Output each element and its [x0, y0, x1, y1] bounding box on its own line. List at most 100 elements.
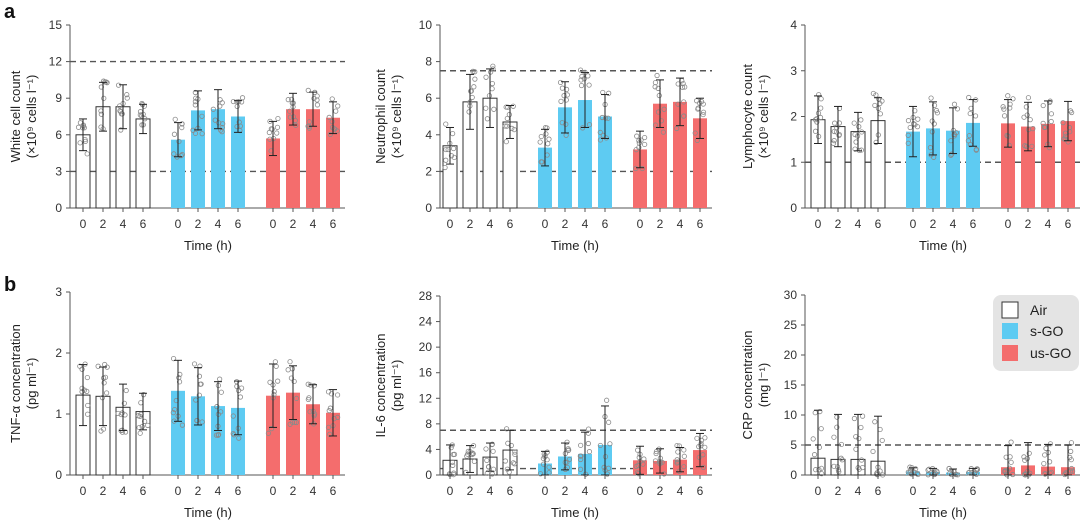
x-tick-label: 2	[835, 217, 842, 231]
data-point	[559, 85, 565, 91]
legend-swatch-s-go	[1002, 323, 1018, 339]
data-point	[293, 395, 300, 401]
bar-s-go-2h	[191, 396, 205, 475]
data-point	[179, 151, 185, 158]
x-tick-label: 4	[120, 484, 127, 498]
data-point	[578, 453, 584, 459]
data-point	[100, 426, 107, 432]
data-point	[198, 381, 204, 387]
data-point	[238, 385, 245, 391]
data-point	[140, 392, 147, 398]
data-point	[583, 471, 589, 477]
bar-us-go-4h	[306, 109, 320, 208]
data-point	[561, 93, 567, 99]
data-point	[633, 463, 639, 470]
x-tick-label: 6	[602, 217, 609, 231]
data-point	[676, 468, 682, 474]
x-tick-label: 2	[467, 484, 474, 498]
data-point	[660, 129, 666, 135]
data-point	[834, 424, 840, 430]
data-point	[98, 111, 104, 117]
data-point	[285, 97, 291, 103]
bar-us-go-6h	[326, 117, 340, 208]
data-point	[217, 376, 223, 382]
data-point	[328, 391, 335, 397]
data-point	[119, 410, 125, 416]
data-point	[1027, 117, 1033, 123]
data-point	[836, 132, 842, 138]
data-point	[510, 460, 516, 466]
data-point	[1022, 143, 1028, 149]
legend-label-air: Air	[1030, 302, 1047, 318]
data-point	[230, 431, 236, 437]
data-point	[831, 128, 837, 135]
data-point	[194, 417, 200, 424]
x-tick-label: 6	[697, 484, 704, 498]
x-tick-label: 0	[80, 217, 87, 231]
data-point	[504, 115, 510, 122]
x-tick-label: 6	[330, 217, 337, 231]
y-tick-label: 24	[419, 315, 433, 329]
data-point	[652, 84, 658, 90]
data-point	[472, 76, 478, 82]
data-point	[1068, 448, 1074, 454]
data-point	[681, 464, 687, 470]
x-tick-label: 2	[835, 484, 842, 498]
data-point	[329, 96, 335, 102]
x-tick-label: 4	[950, 484, 957, 498]
data-point	[235, 99, 242, 105]
data-point	[858, 147, 865, 153]
x-tick-label: 4	[582, 484, 589, 498]
data-point	[215, 432, 221, 438]
data-point	[451, 451, 458, 457]
legend-swatch-us-go	[1002, 345, 1018, 361]
data-point	[700, 111, 706, 118]
y-tick-label: 6	[425, 91, 432, 105]
data-point	[483, 446, 489, 452]
data-point	[811, 452, 818, 458]
data-point	[288, 375, 295, 381]
data-point	[853, 446, 859, 452]
data-point	[287, 108, 293, 114]
data-point	[305, 87, 311, 93]
data-point	[199, 131, 205, 137]
data-point	[267, 379, 273, 385]
x-tick-label: 0	[910, 484, 917, 498]
x-tick-label: 2	[562, 217, 569, 231]
bar-us-go-4h	[673, 101, 687, 208]
data-point	[872, 102, 878, 109]
data-point	[640, 461, 646, 467]
data-point	[931, 102, 938, 108]
data-point	[818, 426, 824, 432]
data-point	[118, 127, 124, 133]
data-point	[577, 67, 584, 73]
y-tick-label: 4	[425, 442, 432, 456]
x-tick-label: 4	[855, 217, 862, 231]
data-point	[537, 471, 544, 477]
data-point	[289, 366, 296, 372]
bar-s-go-6h	[231, 116, 245, 208]
x-tick-label: 2	[657, 217, 664, 231]
y-tick-label: 3	[790, 64, 797, 78]
data-point	[606, 419, 612, 425]
data-point	[443, 157, 449, 163]
data-point	[139, 423, 145, 430]
y-tick-label: 15	[784, 378, 798, 392]
data-point	[450, 130, 456, 137]
data-point	[585, 73, 591, 79]
data-point	[681, 99, 687, 105]
x-tick-label: 6	[507, 484, 514, 498]
y-axis-title-line1: TNF-α concentration	[8, 324, 23, 443]
data-point	[237, 394, 244, 400]
data-point	[450, 145, 457, 152]
data-point	[274, 130, 280, 136]
y-tick-label: 25	[784, 318, 798, 332]
data-point	[171, 151, 177, 157]
data-point	[191, 361, 198, 367]
data-point	[1068, 465, 1075, 472]
data-point	[692, 130, 698, 136]
y-axis-title-line1: Neutrophil count	[373, 69, 388, 164]
x-tick-label: 6	[507, 217, 514, 231]
